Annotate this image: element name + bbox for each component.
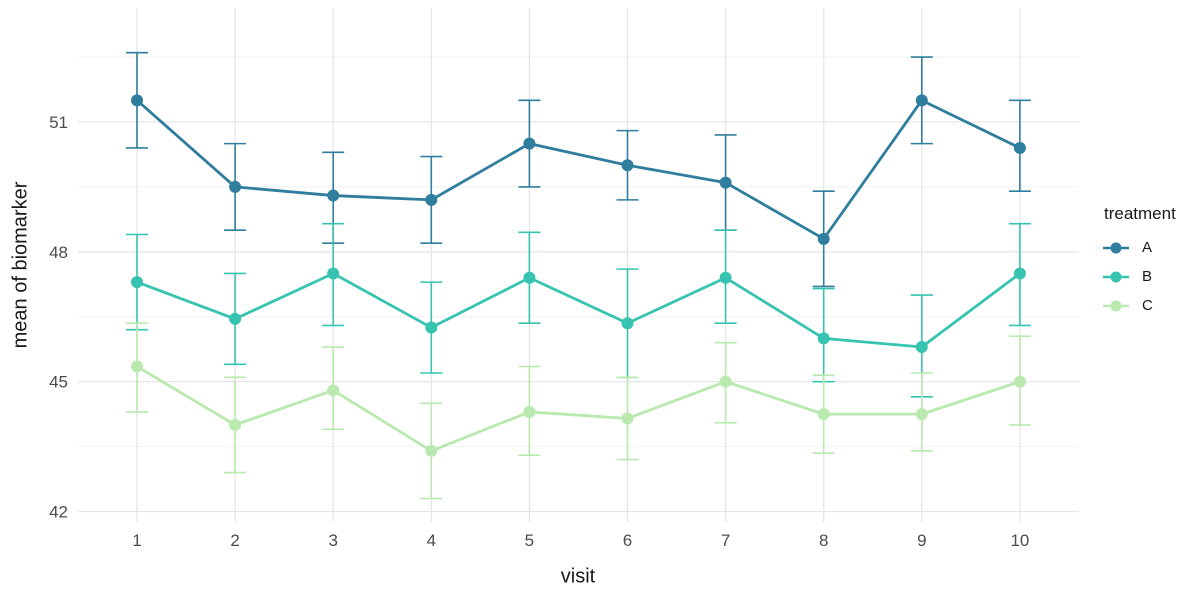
series-B-line — [135, 272, 1022, 349]
series-B-points — [131, 267, 1026, 354]
svg-text:7: 7 — [721, 531, 730, 550]
series-B-error-bars — [126, 222, 1031, 398]
svg-text:42: 42 — [49, 503, 68, 522]
legend-label: A — [1142, 239, 1153, 256]
legend-key-icon — [1103, 242, 1129, 253]
series-C-points — [131, 360, 1026, 457]
svg-text:2: 2 — [230, 531, 239, 550]
legend-label: B — [1142, 268, 1153, 285]
series-A-points — [131, 94, 1026, 245]
legend-item-A: A — [1100, 233, 1176, 262]
svg-text:4: 4 — [427, 531, 436, 550]
y-axis-title: mean of biomarker — [9, 181, 32, 349]
legend-title: treatment — [1104, 204, 1176, 223]
legend-key-icon — [1103, 300, 1129, 311]
gridlines-major — [78, 8, 1079, 522]
legend-item-B: B — [1100, 262, 1176, 291]
svg-text:9: 9 — [917, 531, 926, 550]
x-axis-tick-labels: 1 2 3 4 5 6 7 8 9 10 — [132, 531, 1029, 550]
svg-text:10: 10 — [1010, 531, 1029, 550]
series-C-line — [135, 365, 1022, 453]
svg-text:8: 8 — [819, 531, 828, 550]
svg-text:51: 51 — [49, 113, 68, 132]
svg-text:1: 1 — [132, 531, 141, 550]
svg-text:3: 3 — [328, 531, 337, 550]
legend-key-icon — [1103, 271, 1129, 282]
series-C-error-bars — [126, 322, 1031, 500]
svg-text:6: 6 — [623, 531, 632, 550]
svg-text:5: 5 — [525, 531, 534, 550]
svg-text:48: 48 — [49, 243, 68, 262]
legend-item-C: C — [1100, 291, 1176, 320]
x-axis-title: visit — [560, 565, 596, 588]
y-axis-tick-labels: 42 45 48 51 — [49, 113, 68, 522]
series-A-line — [135, 98, 1022, 241]
legend-label: C — [1142, 297, 1153, 314]
svg-text:45: 45 — [49, 373, 68, 392]
